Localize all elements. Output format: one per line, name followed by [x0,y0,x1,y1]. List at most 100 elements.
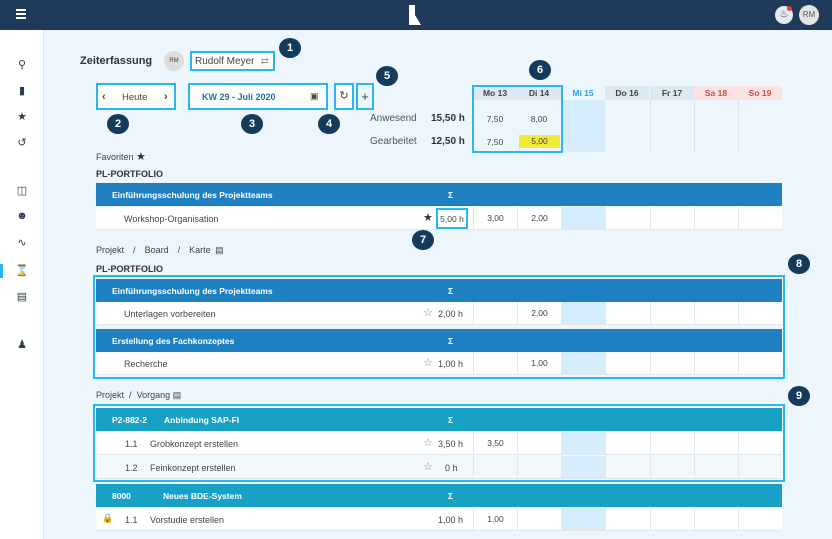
day-cell[interactable] [561,207,605,229]
text: Karte [189,245,211,255]
bell-icon[interactable]: ♨ [775,6,793,24]
text: 2,00 h [438,309,464,319]
breadcrumb-board: Projekt / Board / Karte ▤ [96,245,224,256]
day-navigator: ‹ Heute › [96,83,176,110]
add-button[interactable]: + [356,83,374,110]
group-header[interactable]: P2-882-2 Anbindung SAP-FI Σ [96,408,782,431]
day-cell [738,456,782,478]
week-label: KW 29 - Juli 2020 [202,92,276,102]
day-cell [561,302,605,324]
day-header-fr: Fr 17 [650,86,694,100]
search-icon[interactable]: ⚲ [17,59,27,71]
text: Projekt [96,245,125,255]
star-outline-icon[interactable]: ☆ [423,357,433,369]
text: Favoriten [96,152,134,162]
day-cell[interactable]: 3,50 [473,432,517,454]
day-cell[interactable]: 1,00 [473,508,517,530]
hourglass-icon[interactable]: ⌛ [15,265,29,277]
process-highlight [93,404,785,482]
day-cell[interactable] [650,207,694,229]
portfolio-title: PL-PORTFOLIO [96,169,163,179]
day-cell [561,352,605,374]
day-cell [561,432,605,454]
text [787,6,792,11]
star-outline-icon[interactable]: ☆ [423,437,433,449]
mo-worked: 7,50 [486,137,504,147]
activity-icon[interactable]: ∿ [17,237,27,249]
star-icon: ★ [136,151,146,163]
day-cell [738,432,782,454]
day-cell[interactable] [694,207,738,229]
mo-present: 7,50 [486,114,504,124]
callout-2: 2 [107,114,129,134]
prev-button[interactable]: ‹ [102,91,106,103]
user-icon[interactable]: ♟ [17,339,27,351]
day-cell [605,508,650,530]
callout-7: 7 [412,230,434,250]
day-cell [738,352,782,374]
group-header[interactable]: Erstellung des Fachkonzeptes Σ [96,329,782,352]
breadcrumb-process: Projekt / Vorgang ▤ [96,390,181,401]
archive-icon[interactable]: ▤ [16,291,28,303]
star-outline-icon[interactable]: ☆ [423,307,433,319]
day-cell [605,456,650,478]
day-cell[interactable]: 2,00 [517,207,561,229]
group-header[interactable]: 8000 Neues BDE-System Σ [96,484,782,507]
day-header-sa: Sa 18 [694,86,738,100]
text: 1.2 [125,463,138,473]
today-button[interactable]: Heute [122,92,148,103]
text: Feinkonzept erstellen [150,463,236,473]
table-row[interactable]: 1.1 Grobkonzept erstellen ☆ 3,50 h 3,50 [96,432,782,455]
week-picker[interactable]: KW 29 - Juli 2020 ▣ [188,83,328,110]
text: Vorstudie erstellen [150,515,225,525]
text: Vorgang [136,390,171,400]
day-cell[interactable] [738,207,782,229]
day-cell[interactable]: 1,00 [517,352,561,374]
user-avatar[interactable]: RM [799,5,819,25]
text: Workshop-Organisation [124,214,219,224]
text: Σ [448,190,454,200]
table-row[interactable]: Unterlagen vorbereiten ☆ 2,00 h 2,00 [96,302,782,325]
text: Projekt [96,390,125,400]
user-name: Rudolf Meyer [195,56,255,67]
text: 1,00 h [438,515,464,525]
text: / [129,390,132,400]
text: Board [144,245,169,255]
day-cell [517,456,561,478]
user-switcher[interactable]: Rudolf Meyer ⇄ [190,51,275,71]
table-row[interactable]: Workshop-Organisation ★ 5,00 h 3,00 2,00 [96,207,782,230]
team-icon[interactable]: ☻ [16,210,28,222]
group-header[interactable]: Einführungsschulung des Projektteams Σ [96,183,782,206]
list-icon: ▤ [172,390,182,400]
star-outline-icon[interactable]: ☆ [423,461,433,473]
lock-icon: 🔒 [102,513,114,523]
today-column [561,100,605,152]
text: Σ [448,415,454,425]
day-cell[interactable] [605,207,650,229]
star-icon[interactable]: ★ [17,111,27,123]
day-cell[interactable]: 3,00 [473,207,517,229]
text [16,13,26,15]
day-cell [561,456,605,478]
history-icon[interactable]: ↺ [17,137,27,149]
hamburger-icon[interactable] [16,9,26,19]
group-header[interactable]: Einführungsschulung des Projektteams Σ [96,279,782,302]
next-button[interactable]: › [164,91,168,103]
top-bar: ♨ RM [0,0,832,30]
row-total: 5,00 h [436,208,468,229]
refresh-button[interactable]: ↻ [334,83,354,110]
day-cell[interactable]: 2,00 [517,302,561,324]
day-header-mo: Mo 13 [473,86,517,100]
table-row[interactable]: 1.2 Feinkonzept erstellen ☆ 0 h [96,456,782,479]
star-icon[interactable]: ★ [423,212,433,224]
day-cell [738,302,782,324]
table-row[interactable]: 🔒 1.1 Vorstudie erstellen 1,00 h 1,00 [96,508,782,531]
day-cell [694,456,738,478]
text: / [177,245,181,255]
table-row[interactable]: Recherche ☆ 1,00 h 1,00 [96,352,782,375]
text: Anbindung SAP-FI [164,415,240,425]
board-icon[interactable]: ◫ [16,185,28,197]
text: Neues BDE-System [163,491,242,501]
text: Grobkonzept erstellen [150,439,239,449]
document-add-icon[interactable]: ▮ [18,85,26,97]
